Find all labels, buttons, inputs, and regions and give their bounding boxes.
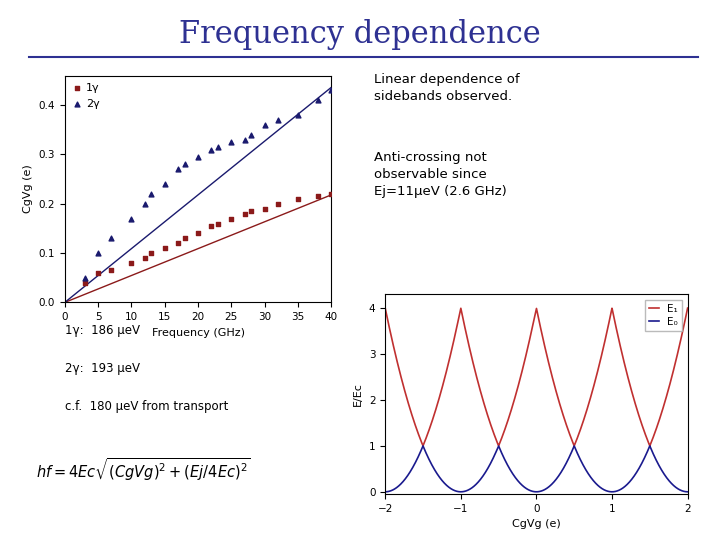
2γ [325,86,337,94]
2γ [292,111,304,119]
1γ [159,244,171,253]
1γ [246,207,257,215]
2γ [192,153,204,161]
Text: 1γ:  186 μeV: 1γ: 186 μeV [65,324,140,337]
Y-axis label: CgVg (e): CgVg (e) [23,165,33,213]
1γ [92,268,104,277]
1γ [292,194,304,203]
2γ [159,180,171,188]
Text: c.f.  180 μeV from transport: c.f. 180 μeV from transport [65,400,228,413]
Y-axis label: E/Ec: E/Ec [354,382,364,406]
1γ [179,234,190,242]
2γ [206,145,217,154]
X-axis label: CgVg (e): CgVg (e) [512,519,561,529]
Text: Linear dependence of
sidebands observed.: Linear dependence of sidebands observed. [374,73,520,103]
2γ [212,143,224,151]
2γ [125,214,137,223]
Text: Frequency dependence: Frequency dependence [179,19,541,50]
1γ [79,278,91,287]
1γ [145,249,157,258]
1γ [225,214,237,223]
2γ [239,136,251,144]
2γ [225,138,237,146]
2γ [172,165,184,173]
X-axis label: Frequency (GHz): Frequency (GHz) [151,328,245,338]
2γ [139,199,150,208]
2γ [145,190,157,198]
Text: 2γ:  193 μeV: 2γ: 193 μeV [65,362,140,375]
1γ [192,229,204,238]
1γ [106,266,117,275]
1γ [206,221,217,230]
2γ [259,120,271,129]
1γ [325,190,337,198]
1γ [212,219,224,228]
2γ [106,234,117,242]
2γ [312,96,324,105]
1γ [259,205,271,213]
2γ [92,249,104,258]
1γ [239,210,251,218]
2γ [179,160,190,168]
2γ [79,273,91,282]
Text: $hf = 4Ec\sqrt{(CgVg)^2 + (Ej / 4Ec)^2}$: $hf = 4Ec\sqrt{(CgVg)^2 + (Ej / 4Ec)^2}$ [36,456,251,483]
2γ [246,131,257,139]
1γ [172,239,184,247]
1γ [139,254,150,262]
Legend: 1γ, 2γ: 1γ, 2γ [71,81,102,111]
Legend: E₁, E₀: E₁, E₀ [644,300,683,331]
2γ [272,116,284,124]
1γ [125,259,137,267]
1γ [312,192,324,201]
Text: Anti-crossing not
observable since
Ej=11μeV (2.6 GHz): Anti-crossing not observable since Ej=11… [374,151,507,198]
1γ [272,199,284,208]
